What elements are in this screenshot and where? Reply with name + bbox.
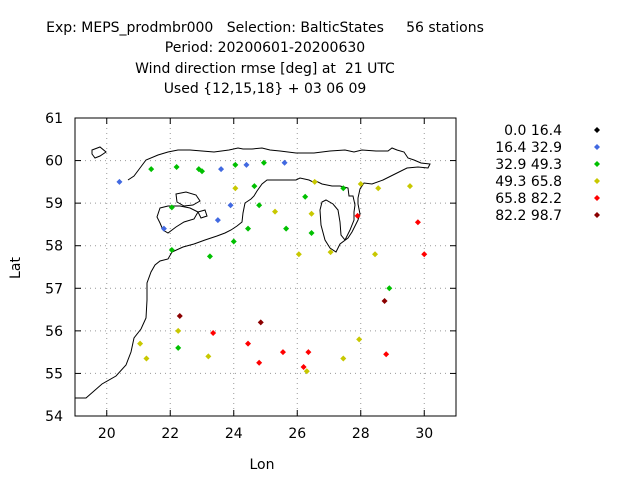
legend-marker (594, 212, 600, 218)
coastline-map (75, 146, 431, 399)
data-point (386, 285, 393, 292)
data-point (340, 185, 347, 192)
data-point (230, 238, 237, 245)
legend-label: 49.3 65.8 (495, 174, 562, 190)
data-point (173, 163, 180, 170)
y-tick-label: 58 (45, 239, 63, 255)
y-tick-label: 60 (45, 154, 63, 170)
data-point (383, 351, 390, 358)
x-tick-label: 28 (352, 426, 370, 442)
data-point (406, 183, 413, 190)
data-point (260, 159, 267, 166)
y-tick-label: 59 (45, 196, 63, 212)
data-point (311, 178, 318, 185)
y-tick-label: 57 (45, 281, 63, 297)
data-point (303, 368, 310, 375)
legend-marker (594, 161, 600, 167)
legend-label: 0.0 16.4 (504, 123, 562, 139)
legend-label: 65.8 82.2 (495, 191, 562, 207)
data-point (175, 327, 182, 334)
data-point (206, 253, 213, 260)
legend-label: 16.4 32.9 (495, 140, 562, 156)
data-point (243, 161, 250, 168)
data-point (214, 217, 221, 224)
plot-area-border (74, 117, 457, 417)
data-point (245, 340, 252, 347)
data-point (414, 219, 421, 226)
data-point (256, 359, 263, 366)
data-point (218, 166, 225, 173)
coastline-mainland (75, 147, 431, 399)
data-point (210, 329, 217, 336)
legend-marker (594, 178, 600, 184)
data-point (256, 202, 263, 209)
y-tick-label: 54 (45, 409, 63, 425)
island-muhu (197, 209, 208, 219)
x-axis-label: Lon (250, 457, 275, 473)
data-point (308, 210, 315, 217)
data-point (302, 193, 309, 200)
data-point (205, 353, 212, 360)
data-point (176, 312, 183, 319)
data-point (175, 344, 182, 351)
x-tick-label: 20 (98, 426, 116, 442)
data-point (283, 225, 290, 232)
data-point (372, 251, 379, 258)
legend-marker (594, 127, 600, 133)
data-point (279, 349, 286, 356)
legend-label: 82.2 98.7 (495, 208, 562, 224)
island-hiiumaa (175, 191, 201, 207)
axis-ticks: 20 22 24 26 28 30 54 55 56 57 58 59 60 61 (45, 111, 456, 442)
data-point (168, 204, 175, 211)
aland-islands (91, 146, 107, 159)
y-axis-label: Lat (8, 257, 24, 279)
data-point (232, 161, 239, 168)
x-tick-label: 26 (288, 426, 306, 442)
data-point (272, 208, 279, 215)
data-point (148, 166, 155, 173)
y-tick-label: 56 (45, 324, 63, 340)
data-point (232, 185, 239, 192)
chart-title-line-3: Wind direction rmse [deg] at 21 UTC (135, 61, 395, 77)
chart-title-line-4: Used {12,15,18} + 03 06 09 (163, 81, 367, 97)
x-tick-label: 24 (225, 426, 243, 442)
legend-marker (594, 195, 600, 201)
data-point (227, 202, 234, 209)
data-point (357, 180, 364, 187)
data-point (245, 225, 252, 232)
legend: 0.0 16.416.4 32.932.9 49.349.3 65.865.8 … (495, 123, 600, 224)
legend-label: 32.9 49.3 (495, 157, 562, 173)
data-point (168, 246, 175, 253)
data-point (251, 183, 258, 190)
data-point (354, 212, 361, 219)
data-point (356, 336, 363, 343)
x-tick-label: 30 (415, 426, 433, 442)
data-point (300, 364, 307, 371)
data-point (143, 355, 150, 362)
data-point (295, 251, 302, 258)
data-point (375, 185, 382, 192)
data-point (305, 349, 312, 356)
data-point (281, 159, 288, 166)
data-point (137, 340, 144, 347)
data-point (199, 168, 205, 175)
y-tick-label: 55 (45, 366, 63, 382)
data-point (421, 251, 428, 258)
data-point (116, 178, 123, 185)
x-tick-label: 22 (161, 426, 179, 442)
data-point (381, 298, 388, 305)
chart-title-line-2: Period: 20200601-20200630 (164, 40, 366, 56)
data-point (308, 229, 315, 236)
data-point (340, 355, 347, 362)
legend-marker (594, 144, 600, 150)
data-point (160, 225, 167, 232)
data-point (327, 249, 334, 256)
data-point (257, 319, 264, 326)
chart-title-line-1: Exp: MEPS_prodmbr000 Selection: BalticSt… (46, 20, 484, 36)
island-saaremaa (156, 205, 199, 234)
y-tick-label: 61 (45, 111, 63, 127)
data-points (116, 159, 428, 375)
